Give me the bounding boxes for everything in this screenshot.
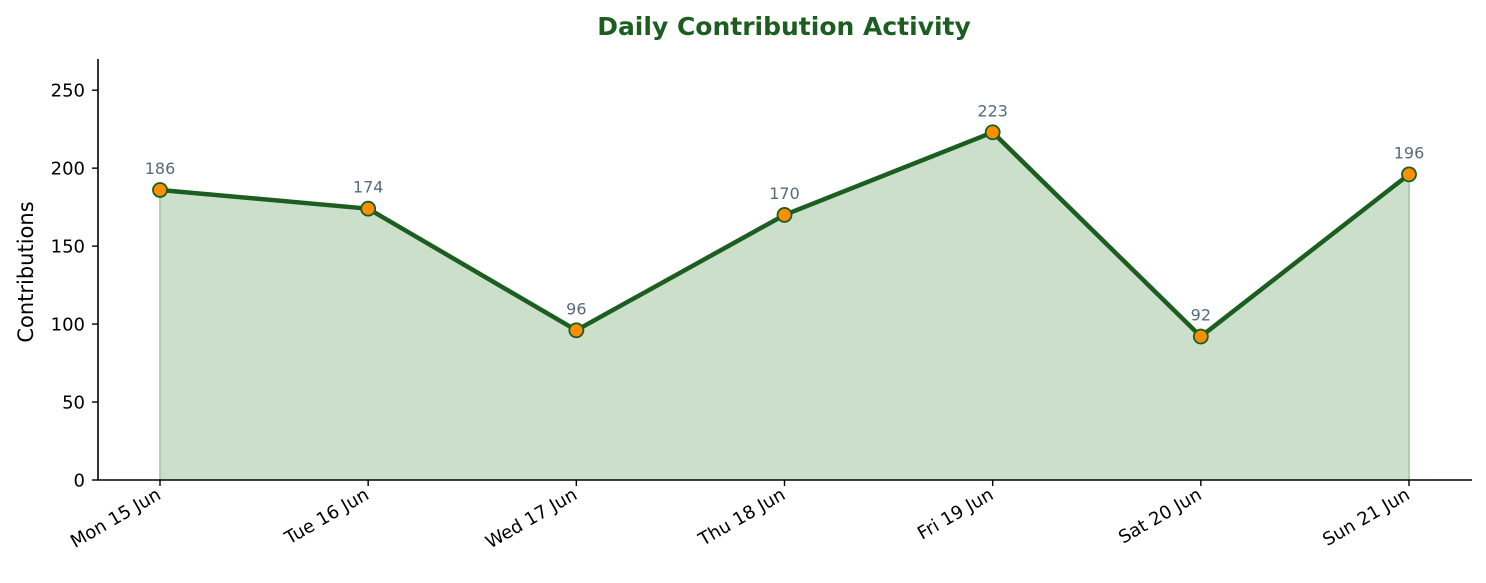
data-value-label: 174: [353, 178, 384, 197]
data-point-marker: [152, 182, 168, 198]
x-tick-label: Sat 20 Jun: [1115, 484, 1205, 548]
data-value-label: 96: [566, 299, 586, 318]
data-point-marker: [776, 207, 793, 223]
x-tick-label: Fri 19 Jun: [914, 484, 997, 544]
data-point-marker: [1192, 328, 1209, 345]
x-tick-label: Sun 21 Jun: [1319, 484, 1413, 551]
x-tick-label: Thu 18 Jun: [694, 484, 789, 551]
data-point-marker: [568, 322, 585, 339]
y-axis-label: Contributions: [14, 201, 38, 342]
data-value-label: 186: [145, 159, 176, 178]
data-point-marker: [1401, 166, 1417, 183]
y-tick-label: 50: [62, 393, 85, 414]
x-tick-label: Wed 17 Jun: [482, 484, 581, 553]
data-point-marker: [360, 200, 377, 217]
y-tick-label: 200: [51, 159, 85, 180]
y-tick-label: 250: [51, 81, 85, 102]
y-tick-label: 150: [51, 237, 85, 258]
y-tick-label: 100: [51, 315, 85, 336]
x-tick-label: Tue 16 Jun: [281, 484, 373, 549]
data-value-label: 223: [977, 101, 1008, 120]
data-value-label: 196: [1394, 143, 1425, 162]
y-tick-label: 0: [74, 471, 85, 492]
data-value-label: 170: [769, 184, 800, 203]
plot-area: 0 50 100 150 200 250 Mon 15 Jun Tue 16 Jun Wed 1…: [51, 59, 1472, 553]
chart-title: Daily Contribution Activity: [597, 12, 971, 41]
x-tick-label: Mon 15 Jun: [67, 484, 164, 552]
area-fill: [160, 132, 1409, 480]
data-value-label: 92: [1191, 306, 1211, 325]
data-point-marker: [984, 124, 1001, 141]
